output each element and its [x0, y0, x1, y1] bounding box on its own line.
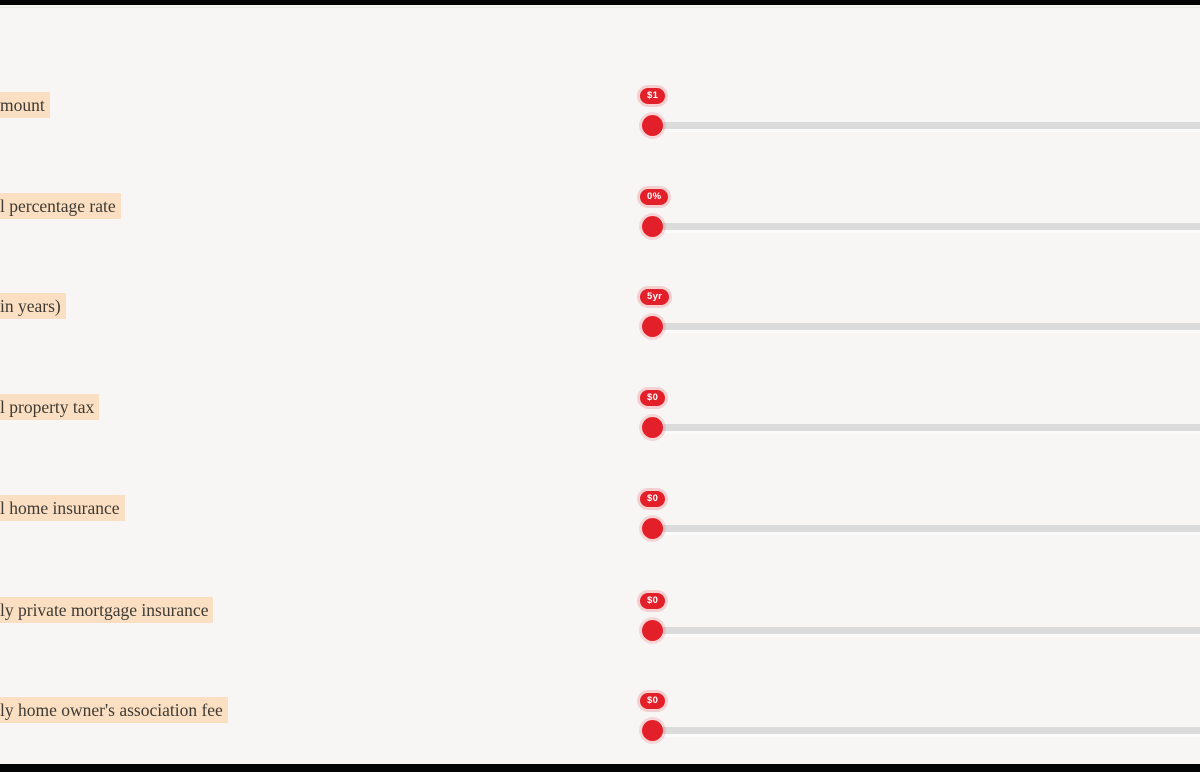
slider-track[interactable] — [645, 423, 1200, 431]
slider-value-badge: $0 — [640, 593, 666, 609]
slider-track[interactable] — [645, 726, 1200, 734]
field-label-annual-home-insurance: l home insurance — [0, 495, 125, 521]
top-hairline-divider — [0, 7, 1200, 8]
top-border-bar — [0, 0, 1200, 5]
slider-value-badge: $0 — [640, 693, 666, 709]
slider-track[interactable] — [645, 121, 1200, 129]
field-label-term-in-years: in years) — [0, 293, 66, 319]
slider-track[interactable] — [645, 222, 1200, 230]
slider-value-badge: 5yr — [640, 289, 670, 305]
field-label-annual-percentage-rate: l percentage rate — [0, 193, 121, 219]
field-label-monthly-home-owners-association-fee: ly home owner's association fee — [0, 697, 228, 723]
slider-track[interactable] — [645, 626, 1200, 634]
slider-thumb[interactable] — [642, 114, 663, 136]
slider-value-badge: $0 — [640, 491, 666, 507]
slider-thumb[interactable] — [642, 517, 663, 539]
slider-value-badge: $0 — [640, 390, 666, 406]
field-label-monthly-private-mortgage-insurance: ly private mortgage insurance — [0, 597, 214, 623]
slider-thumb[interactable] — [642, 215, 663, 237]
slider-thumb[interactable] — [642, 416, 663, 438]
slider-track[interactable] — [645, 524, 1200, 532]
field-label-annual-property-tax: l property tax — [0, 394, 100, 420]
slider-track[interactable] — [645, 322, 1200, 330]
slider-thumb[interactable] — [642, 619, 663, 641]
field-label-loan-amount: mount — [0, 92, 50, 118]
slider-thumb[interactable] — [642, 315, 663, 337]
slider-thumb[interactable] — [642, 719, 663, 741]
slider-value-badge: 0% — [640, 189, 669, 205]
slider-value-badge: $1 — [640, 88, 666, 104]
bottom-border-bar — [0, 764, 1200, 772]
